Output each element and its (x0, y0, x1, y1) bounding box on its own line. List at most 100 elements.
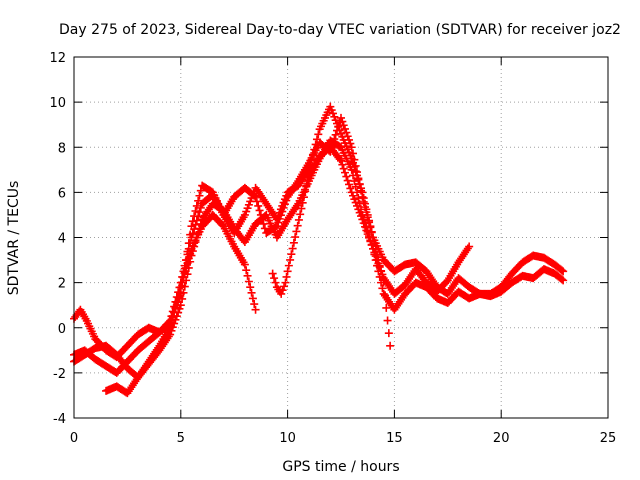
y-tick-label: 8 (58, 141, 66, 156)
data-point (365, 216, 374, 225)
data-point (310, 145, 319, 154)
data-point (346, 184, 355, 193)
data-point (557, 275, 566, 284)
data-point (337, 113, 345, 122)
data-point (371, 252, 380, 261)
data-point (277, 289, 286, 298)
data-point (288, 244, 297, 253)
data-point (280, 282, 289, 291)
data-point (299, 193, 308, 202)
data-point (183, 259, 192, 268)
data-points (70, 102, 568, 398)
data-point (194, 196, 203, 205)
data-point (337, 156, 345, 165)
data-point (284, 261, 293, 270)
data-point (167, 318, 176, 327)
data-point (369, 244, 378, 253)
data-point (175, 304, 184, 313)
y-axis-label: SDTVAR / TECUs (6, 181, 22, 296)
data-point (180, 268, 189, 277)
data-point (465, 242, 474, 251)
data-point (252, 197, 261, 206)
data-point (170, 308, 179, 317)
data-point (312, 135, 321, 144)
data-point (302, 181, 311, 190)
data-point (240, 260, 249, 269)
data-point (176, 301, 185, 310)
series-track-d (102, 210, 260, 398)
data-point (351, 182, 360, 191)
data-point (382, 303, 391, 312)
data-point (361, 222, 370, 231)
data-point (363, 230, 372, 239)
data-point (271, 278, 280, 287)
data-point (384, 329, 393, 338)
y-tick-label: 6 (58, 186, 66, 201)
data-point (357, 184, 366, 193)
data-point (335, 155, 344, 164)
data-point (281, 278, 290, 287)
data-point (293, 221, 302, 230)
data-point (175, 288, 184, 297)
data-point (298, 198, 307, 207)
data-point (194, 212, 203, 221)
data-point (362, 226, 371, 235)
data-point (367, 241, 376, 250)
x-tick-label: 0 (70, 431, 78, 446)
data-point (349, 171, 358, 180)
data-point (557, 266, 566, 275)
data-point (192, 216, 201, 225)
data-point (354, 194, 363, 203)
data-point (359, 219, 368, 228)
x-tick-label: 20 (493, 431, 510, 446)
data-point (386, 341, 395, 350)
data-point (251, 305, 260, 314)
data-point (339, 164, 348, 173)
axis-ticks: 0 5 10 15 20 25 -4 -2 0 2 4 6 8 10 12 (49, 51, 616, 446)
data-point (243, 271, 252, 280)
data-point (196, 203, 205, 212)
y-tick-label: 0 (58, 322, 66, 337)
data-point (347, 165, 356, 174)
data-point (283, 267, 292, 276)
data-point (250, 300, 259, 309)
plot-frame (73, 56, 609, 419)
series-track-b (70, 102, 395, 377)
data-point (195, 208, 204, 217)
y-tick-label: 2 (58, 277, 66, 292)
x-tick-label: 10 (279, 431, 296, 446)
data-point (354, 175, 363, 184)
data-point (365, 233, 374, 242)
data-point (378, 284, 387, 293)
data-point (358, 215, 367, 224)
data-point (186, 249, 195, 258)
data-point (292, 227, 301, 236)
data-point (174, 293, 183, 302)
data-point (342, 172, 351, 181)
data-point (341, 124, 350, 133)
data-point (297, 204, 306, 213)
data-point (314, 130, 323, 139)
y-tick-label: 4 (58, 232, 66, 247)
data-point (347, 143, 356, 152)
data-point (296, 210, 305, 219)
data-point (377, 266, 386, 275)
data-point (345, 180, 354, 189)
data-point (171, 303, 180, 312)
data-point (343, 176, 352, 185)
data-point (192, 201, 201, 210)
data-point (178, 294, 187, 303)
data-point (246, 283, 255, 292)
data-point (294, 215, 303, 224)
data-point (191, 206, 200, 215)
data-point (254, 201, 263, 210)
chart-title: Day 275 of 2023, Sidereal Day-to-day VTE… (59, 22, 621, 38)
data-point (338, 160, 347, 169)
y-tick-label: -2 (53, 367, 66, 382)
data-point (350, 177, 359, 186)
data-point (383, 316, 392, 325)
data-point (278, 286, 287, 295)
data-point (191, 220, 200, 229)
data-point (247, 288, 256, 297)
data-point (374, 259, 383, 268)
